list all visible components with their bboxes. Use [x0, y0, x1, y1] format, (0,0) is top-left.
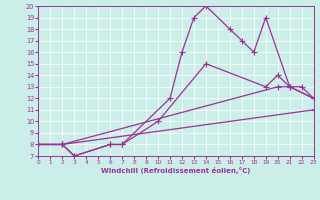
X-axis label: Windchill (Refroidissement éolien,°C): Windchill (Refroidissement éolien,°C) [101, 167, 251, 174]
